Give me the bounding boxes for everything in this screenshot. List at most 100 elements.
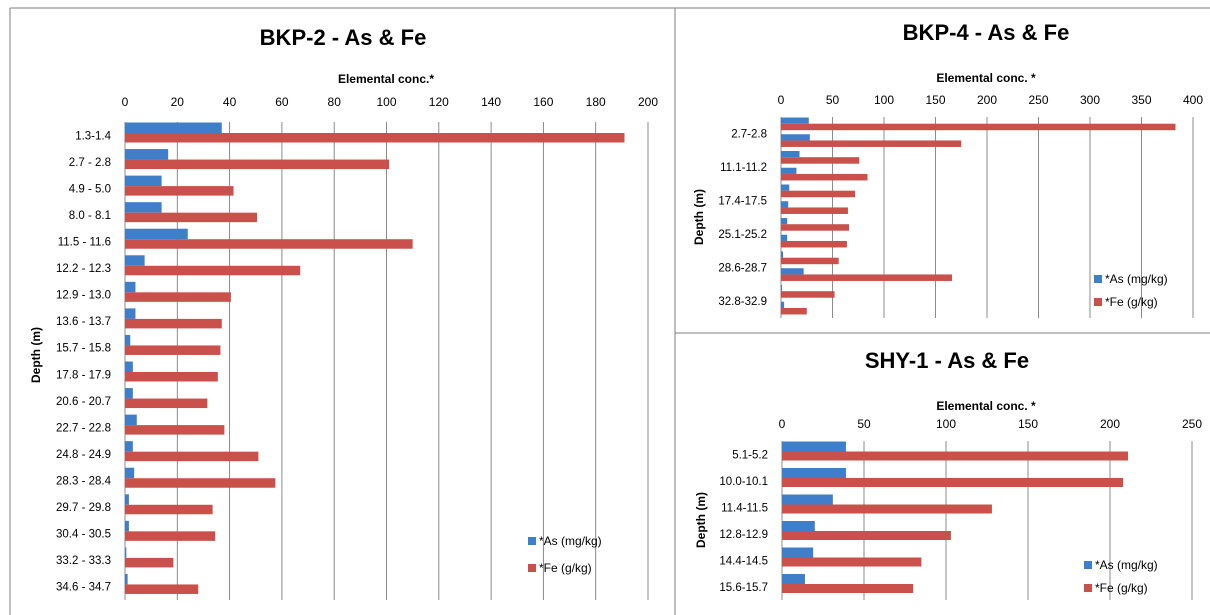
bar-as <box>125 361 133 372</box>
category-label: 12.8-12.9 <box>719 529 768 541</box>
bar-as <box>125 441 133 452</box>
category-label: 25.1-25.2 <box>718 229 767 241</box>
bar-fe <box>782 531 951 540</box>
legend-label: *Fe (g/kg) <box>1105 295 1158 309</box>
y-axis-title: Depth (m) <box>694 492 708 548</box>
bar-fe <box>782 504 992 514</box>
bar-fe <box>781 173 868 181</box>
bar-as <box>781 251 784 258</box>
x-tick-label: 200 <box>638 95 658 109</box>
bar-fe <box>125 478 276 488</box>
chart-bkp-2: BKP-2 - As & Fe Elemental conc.* Depth (m)… <box>29 25 658 600</box>
bar-fe <box>781 240 847 248</box>
bar-as <box>781 268 804 275</box>
legend-label: *As (mg/kg) <box>539 534 602 548</box>
category-label: 2.7 - 2.8 <box>69 157 111 169</box>
x-tick-label: 100 <box>936 417 956 431</box>
bar-as <box>781 301 785 308</box>
bar-as <box>782 547 814 558</box>
category-label: 22.7 - 22.8 <box>56 422 111 434</box>
category-label: 5.1-5.2 <box>732 449 768 461</box>
x-tick-label: 150 <box>925 93 945 107</box>
y-axis-title: Depth (m) <box>29 327 43 383</box>
x-tick-label: 200 <box>1100 417 1120 431</box>
bar-fe <box>125 398 208 409</box>
x-tick-label: 60 <box>275 95 289 109</box>
category-label: 29.7 - 29.8 <box>56 502 111 514</box>
bar-fe <box>125 372 218 382</box>
legend-label: *As (mg/kg) <box>1105 272 1168 286</box>
bar-fe <box>125 239 413 249</box>
bar-as <box>125 228 188 240</box>
bar-fe <box>125 504 213 515</box>
bar-as <box>125 308 136 319</box>
x-tick-label: 20 <box>171 95 185 109</box>
category-label: 11.5 - 11.6 <box>58 237 111 249</box>
legend-swatch <box>1084 561 1092 569</box>
bar-as <box>125 494 129 505</box>
category-label: 13.6 - 13.7 <box>56 316 111 328</box>
x-tick-label: 80 <box>328 95 342 109</box>
category-label: 14.4-14.5 <box>719 555 768 567</box>
x-tick-label: 350 <box>1131 93 1151 107</box>
bar-fe <box>125 159 390 170</box>
bar-fe <box>782 478 1124 487</box>
bar-as <box>125 388 133 399</box>
bar-fe <box>125 318 222 329</box>
bar-as <box>781 117 809 124</box>
x-tick-label: 40 <box>223 95 237 109</box>
x-tick-label: 200 <box>977 93 997 107</box>
bar-as <box>125 122 222 133</box>
x-tick-label: 100 <box>376 95 396 109</box>
category-label: 15.6-15.7 <box>719 582 768 594</box>
x-tick-label: 250 <box>1028 93 1048 107</box>
bar-fe <box>125 425 225 435</box>
bar-fe <box>781 307 807 315</box>
bar-fe <box>781 190 856 198</box>
bar-as <box>782 574 805 584</box>
bar-as <box>125 175 162 187</box>
x-tick-label: 400 <box>1183 93 1203 107</box>
x-axis-title: Elemental conc. * <box>936 399 1036 413</box>
bar-fe <box>125 186 234 196</box>
legend-label: *As (mg/kg) <box>1095 558 1158 572</box>
legend-label: *Fe (g/kg) <box>539 561 592 575</box>
bar-fe <box>781 257 839 265</box>
x-tick-label: 120 <box>429 95 449 109</box>
bar-as <box>125 255 145 266</box>
bar-as <box>781 134 810 141</box>
category-label: 10.0-10.1 <box>719 476 768 488</box>
bar-as <box>781 151 800 158</box>
category-label: 20.6 - 20.7 <box>56 396 111 408</box>
category-label: 11.4-11.5 <box>721 502 768 514</box>
bar-fe <box>125 212 258 223</box>
bar-as <box>125 149 169 160</box>
bar-as <box>782 494 833 505</box>
bar-as <box>781 234 788 241</box>
bar-fe <box>782 451 1129 461</box>
bar-fe <box>125 557 174 568</box>
legend-swatch <box>1094 298 1102 306</box>
bar-fe <box>125 265 301 276</box>
bar-as <box>781 167 797 174</box>
bar-as <box>782 441 846 452</box>
category-label: 11.1-11.2 <box>720 162 767 174</box>
bar-fe <box>125 451 259 462</box>
category-label: 17.4-17.5 <box>718 195 767 207</box>
bar-fe <box>781 157 860 164</box>
bar-as <box>781 218 788 225</box>
bar-as <box>781 285 783 292</box>
category-label: 12.9 - 13.0 <box>56 290 111 302</box>
category-label: 2.7-2.8 <box>731 128 767 140</box>
bar-as <box>125 202 162 213</box>
bar-fe <box>125 292 231 302</box>
category-label: 12.2 - 12.3 <box>56 263 111 275</box>
x-tick-label: 50 <box>826 93 840 107</box>
chart-title: SHY-1 - As & Fe <box>865 348 1029 373</box>
panel-frames <box>9 7 1210 615</box>
category-label: 15.7 - 15.8 <box>56 343 111 355</box>
chart-bkp-4: BKP-4 - As & Fe Elemental conc. * Depth (m… <box>692 20 1203 318</box>
x-tick-label: 140 <box>481 95 501 109</box>
bar-fe <box>782 557 922 567</box>
